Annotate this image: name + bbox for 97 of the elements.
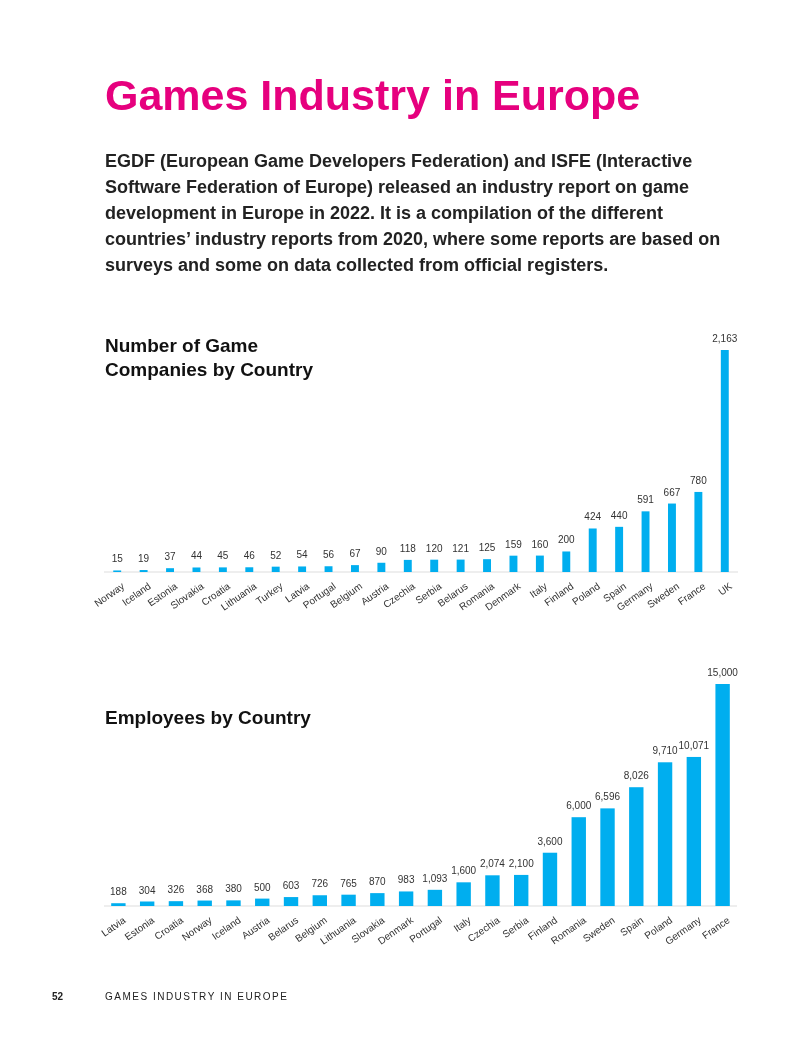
bar xyxy=(456,559,465,572)
bar xyxy=(657,762,673,906)
data-label: 368 xyxy=(196,883,214,895)
bar xyxy=(686,756,702,906)
data-label: 45 xyxy=(217,550,229,562)
data-label: 3,600 xyxy=(537,835,563,847)
bar xyxy=(588,528,597,572)
data-label: 983 xyxy=(397,874,415,886)
data-label: 188 xyxy=(110,886,128,898)
data-label: 1,093 xyxy=(422,872,448,884)
bar xyxy=(166,568,174,572)
data-label: 46 xyxy=(243,550,256,562)
data-label: 424 xyxy=(584,511,602,523)
data-label: 200 xyxy=(557,534,576,546)
bar xyxy=(370,893,385,906)
bar xyxy=(255,898,270,906)
data-label: 667 xyxy=(663,486,681,498)
x-tick-label: Italy xyxy=(451,914,473,934)
bar xyxy=(509,555,518,572)
bar xyxy=(629,787,644,906)
data-label: 8,026 xyxy=(623,770,650,782)
bar xyxy=(111,903,126,906)
data-label: 37 xyxy=(164,551,177,563)
data-label: 52 xyxy=(270,549,282,561)
data-label: 56 xyxy=(322,549,335,561)
bar xyxy=(197,900,212,906)
bar xyxy=(341,894,356,906)
data-label: 326 xyxy=(167,884,185,896)
bar xyxy=(283,897,299,906)
data-label: 160 xyxy=(531,538,549,550)
bar xyxy=(514,874,529,906)
bar xyxy=(398,891,414,906)
data-label: 2,163 xyxy=(712,333,738,344)
data-label: 67 xyxy=(349,548,361,560)
data-label: 10,071 xyxy=(678,739,710,751)
bar xyxy=(377,562,386,572)
bar xyxy=(615,526,624,572)
bar xyxy=(641,511,650,572)
data-label: 500 xyxy=(253,881,272,893)
bar xyxy=(168,901,184,906)
bar xyxy=(542,852,558,906)
data-label: 125 xyxy=(478,542,496,554)
data-label: 726 xyxy=(311,878,329,890)
x-tick-label: UK xyxy=(716,580,735,598)
bar xyxy=(351,565,359,572)
chart-title: Number of Game Companies by Country xyxy=(105,335,314,380)
data-label: 44 xyxy=(190,550,203,562)
data-label: 9,710 xyxy=(652,745,679,757)
data-label: 765 xyxy=(340,877,358,889)
data-label: 380 xyxy=(225,883,243,895)
data-label: 90 xyxy=(375,545,388,557)
data-label: 780 xyxy=(690,474,708,486)
bar xyxy=(571,817,586,906)
data-label: 15 xyxy=(111,553,124,565)
data-label: 440 xyxy=(610,509,628,521)
bar xyxy=(562,551,571,572)
data-label: 6,000 xyxy=(566,800,592,812)
text: 52 xyxy=(52,991,64,1002)
bar xyxy=(720,350,729,572)
bar xyxy=(483,559,491,572)
data-label: 54 xyxy=(296,549,309,561)
data-label: 2,074 xyxy=(479,858,506,870)
data-label: 15,000 xyxy=(707,667,739,678)
bar xyxy=(535,555,544,572)
bar xyxy=(245,567,254,572)
bar xyxy=(668,503,676,572)
data-label: 6,596 xyxy=(595,791,621,803)
data-label: 159 xyxy=(505,538,523,550)
bar xyxy=(192,567,201,572)
data-label: 603 xyxy=(282,880,300,892)
bar xyxy=(218,567,227,572)
data-label: 121 xyxy=(452,542,470,554)
bar xyxy=(485,875,500,906)
text: EGDF (European Game Developers Federation) and ISFE (Interactive Software Federation of Europe) released an industry report on game development in Europe in 2022. It is a compilation of the different countries’ industry reports from 2020, where some reports are based on surveys and some on data collected from official registers. xyxy=(105,151,721,275)
data-label: 118 xyxy=(399,542,417,554)
bar xyxy=(226,900,241,906)
bar xyxy=(427,889,443,906)
data-label: 19 xyxy=(138,553,150,565)
data-label: 304 xyxy=(138,884,156,896)
bar xyxy=(715,684,730,906)
data-label: 870 xyxy=(369,876,387,888)
text: Employees by Country xyxy=(105,707,312,728)
bar xyxy=(600,808,615,906)
data-label: 2,100 xyxy=(508,857,535,869)
text: Games Industry in Europe xyxy=(105,71,641,119)
data-label: 1,600 xyxy=(451,865,477,877)
bar xyxy=(694,491,703,572)
data-label: 591 xyxy=(637,494,655,506)
text: GAMES INDUSTRY IN EUROPE xyxy=(105,991,289,1002)
bar xyxy=(312,895,327,906)
bar xyxy=(271,566,280,572)
data-label: 120 xyxy=(425,542,443,554)
bar xyxy=(456,882,471,906)
bar xyxy=(430,559,439,572)
bar xyxy=(298,566,307,572)
bar xyxy=(403,559,412,572)
bar xyxy=(324,566,333,572)
